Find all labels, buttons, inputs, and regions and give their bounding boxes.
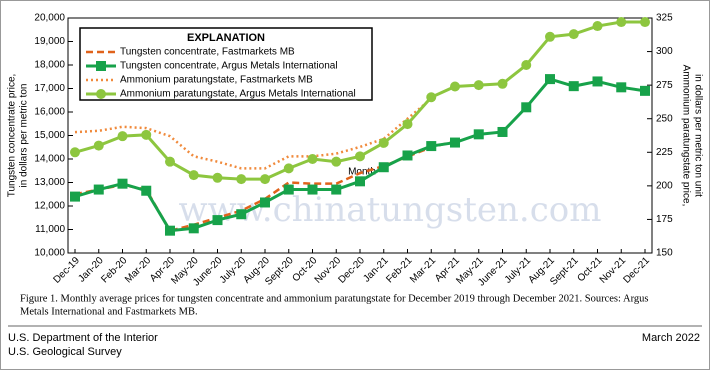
y-tick-label: 14,000 — [34, 154, 65, 165]
marker — [545, 74, 555, 85]
marker — [640, 85, 650, 96]
marker — [212, 172, 223, 183]
y-tick-label: 12,000 — [34, 201, 65, 212]
footer-left: U.S. Geological Survey — [8, 346, 122, 358]
footer-left: U.S. Department of the Interior — [8, 332, 158, 344]
y2-tick-label: 175 — [656, 214, 673, 225]
caption: Figure 1. Monthly average prices for tun… — [20, 293, 648, 304]
y-tick-label: 20,000 — [34, 13, 65, 24]
y2-tick-label: 275 — [656, 80, 673, 91]
marker — [70, 191, 80, 202]
marker — [93, 140, 104, 151]
y-tick-label: 16,000 — [34, 107, 65, 118]
y2-tick-label: 325 — [656, 13, 673, 24]
marker — [545, 31, 555, 42]
marker — [307, 154, 318, 164]
marker — [473, 80, 484, 91]
marker — [521, 60, 532, 70]
marker — [283, 163, 294, 174]
marker — [450, 81, 460, 92]
marker — [592, 76, 603, 87]
marker — [355, 176, 365, 187]
marker — [497, 126, 508, 137]
marker — [568, 81, 579, 92]
marker — [117, 178, 128, 189]
marker — [616, 17, 627, 28]
marker — [568, 29, 579, 40]
marker — [283, 184, 294, 195]
marker — [260, 197, 270, 208]
marker — [236, 209, 247, 220]
marker — [378, 162, 389, 173]
marker — [212, 215, 223, 226]
caption: Metals International and Fastmarkets MB. — [20, 306, 198, 317]
marker — [355, 151, 365, 162]
y-tick-label: 10,000 — [34, 248, 65, 259]
y-tick-label: 15,000 — [34, 130, 65, 141]
marker — [165, 225, 175, 236]
y-tick-label: 17,000 — [34, 83, 65, 94]
legend-label: Tungsten concentrate, Argus Metals Inter… — [120, 61, 338, 72]
marker — [141, 129, 152, 140]
marker — [378, 137, 389, 148]
legend-box — [79, 27, 373, 101]
legend-label: Tungsten concentrate, Fastmarkets MB — [120, 47, 295, 58]
marker — [497, 78, 508, 89]
legend-label: Ammonium paratungstate, Argus Metals Int… — [120, 89, 356, 100]
marker — [70, 147, 80, 158]
marker — [117, 131, 128, 142]
marker — [93, 184, 104, 195]
y-axis-title: in dollars per metric ton — [19, 84, 30, 188]
marker — [616, 82, 627, 93]
marker — [592, 21, 603, 32]
legend-marker — [96, 61, 106, 71]
y2-axis-title: in dollars per metric ton unit — [692, 74, 703, 197]
y-tick-label: 13,000 — [34, 177, 65, 188]
y-axis-title: Tungsten concentrate price, — [7, 74, 18, 198]
marker — [450, 137, 460, 148]
y2-tick-label: 300 — [656, 46, 673, 57]
marker — [402, 119, 413, 130]
y-tick-label: 18,000 — [34, 60, 65, 71]
marker — [473, 129, 484, 140]
marker — [402, 150, 413, 161]
marker — [141, 185, 152, 196]
marker — [640, 17, 650, 28]
legend-title: EXPLANATION — [187, 32, 265, 44]
marker — [236, 174, 247, 185]
marker — [426, 92, 437, 103]
y2-tick-label: 150 — [656, 248, 673, 259]
y2-tick-label: 200 — [656, 180, 673, 191]
footer-right: March 2022 — [642, 332, 700, 344]
y2-axis-title: Ammonium paratungstate price, — [680, 65, 691, 207]
marker — [426, 141, 437, 152]
y-tick-label: 11,000 — [35, 224, 65, 235]
y-tick-label: 19,000 — [34, 36, 65, 47]
marker — [188, 170, 199, 181]
legend-marker — [96, 89, 106, 99]
marker — [307, 184, 318, 195]
legend-label: Ammonium paratungstate, Fastmarkets MB — [120, 75, 313, 86]
marker — [331, 156, 342, 167]
marker — [165, 156, 175, 167]
marker — [188, 223, 199, 234]
marker — [331, 184, 342, 195]
marker — [521, 102, 532, 113]
y2-tick-label: 250 — [656, 113, 673, 124]
y2-tick-label: 225 — [656, 147, 673, 158]
marker — [260, 174, 270, 185]
